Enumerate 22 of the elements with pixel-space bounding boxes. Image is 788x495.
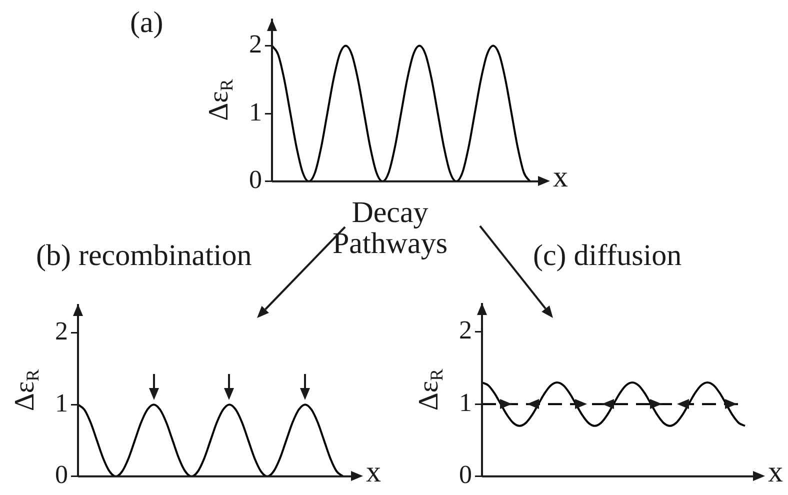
chart-title: (b) recombination [36, 239, 252, 273]
chart-title: (a) [130, 6, 164, 40]
x-axis-title: x [553, 160, 568, 194]
x-axis-title: x [366, 455, 381, 488]
y-tick-label: 2 [249, 30, 262, 59]
y-tick-label: 1 [55, 388, 68, 418]
chart-title: (c) diffusion [533, 239, 682, 273]
y-axis-title: ΔεR [9, 369, 43, 412]
y-tick-label: 2 [459, 316, 472, 345]
line-series [77, 404, 344, 476]
y-axis-title: ΔεR [203, 79, 237, 121]
y-tick-label: 1 [249, 97, 262, 126]
y-tick-label: 2 [55, 316, 68, 346]
y-axis-title: ΔεR [413, 368, 447, 411]
y-tick-label: 0 [249, 165, 262, 194]
line-series [271, 44, 531, 182]
y-tick-label: 0 [459, 460, 472, 490]
y-tick-label: 1 [459, 388, 472, 417]
y-tick-label: 0 [55, 460, 68, 490]
x-axis-title: x [768, 455, 783, 488]
text: Decay Pathways [332, 196, 448, 260]
line-series [481, 381, 746, 427]
